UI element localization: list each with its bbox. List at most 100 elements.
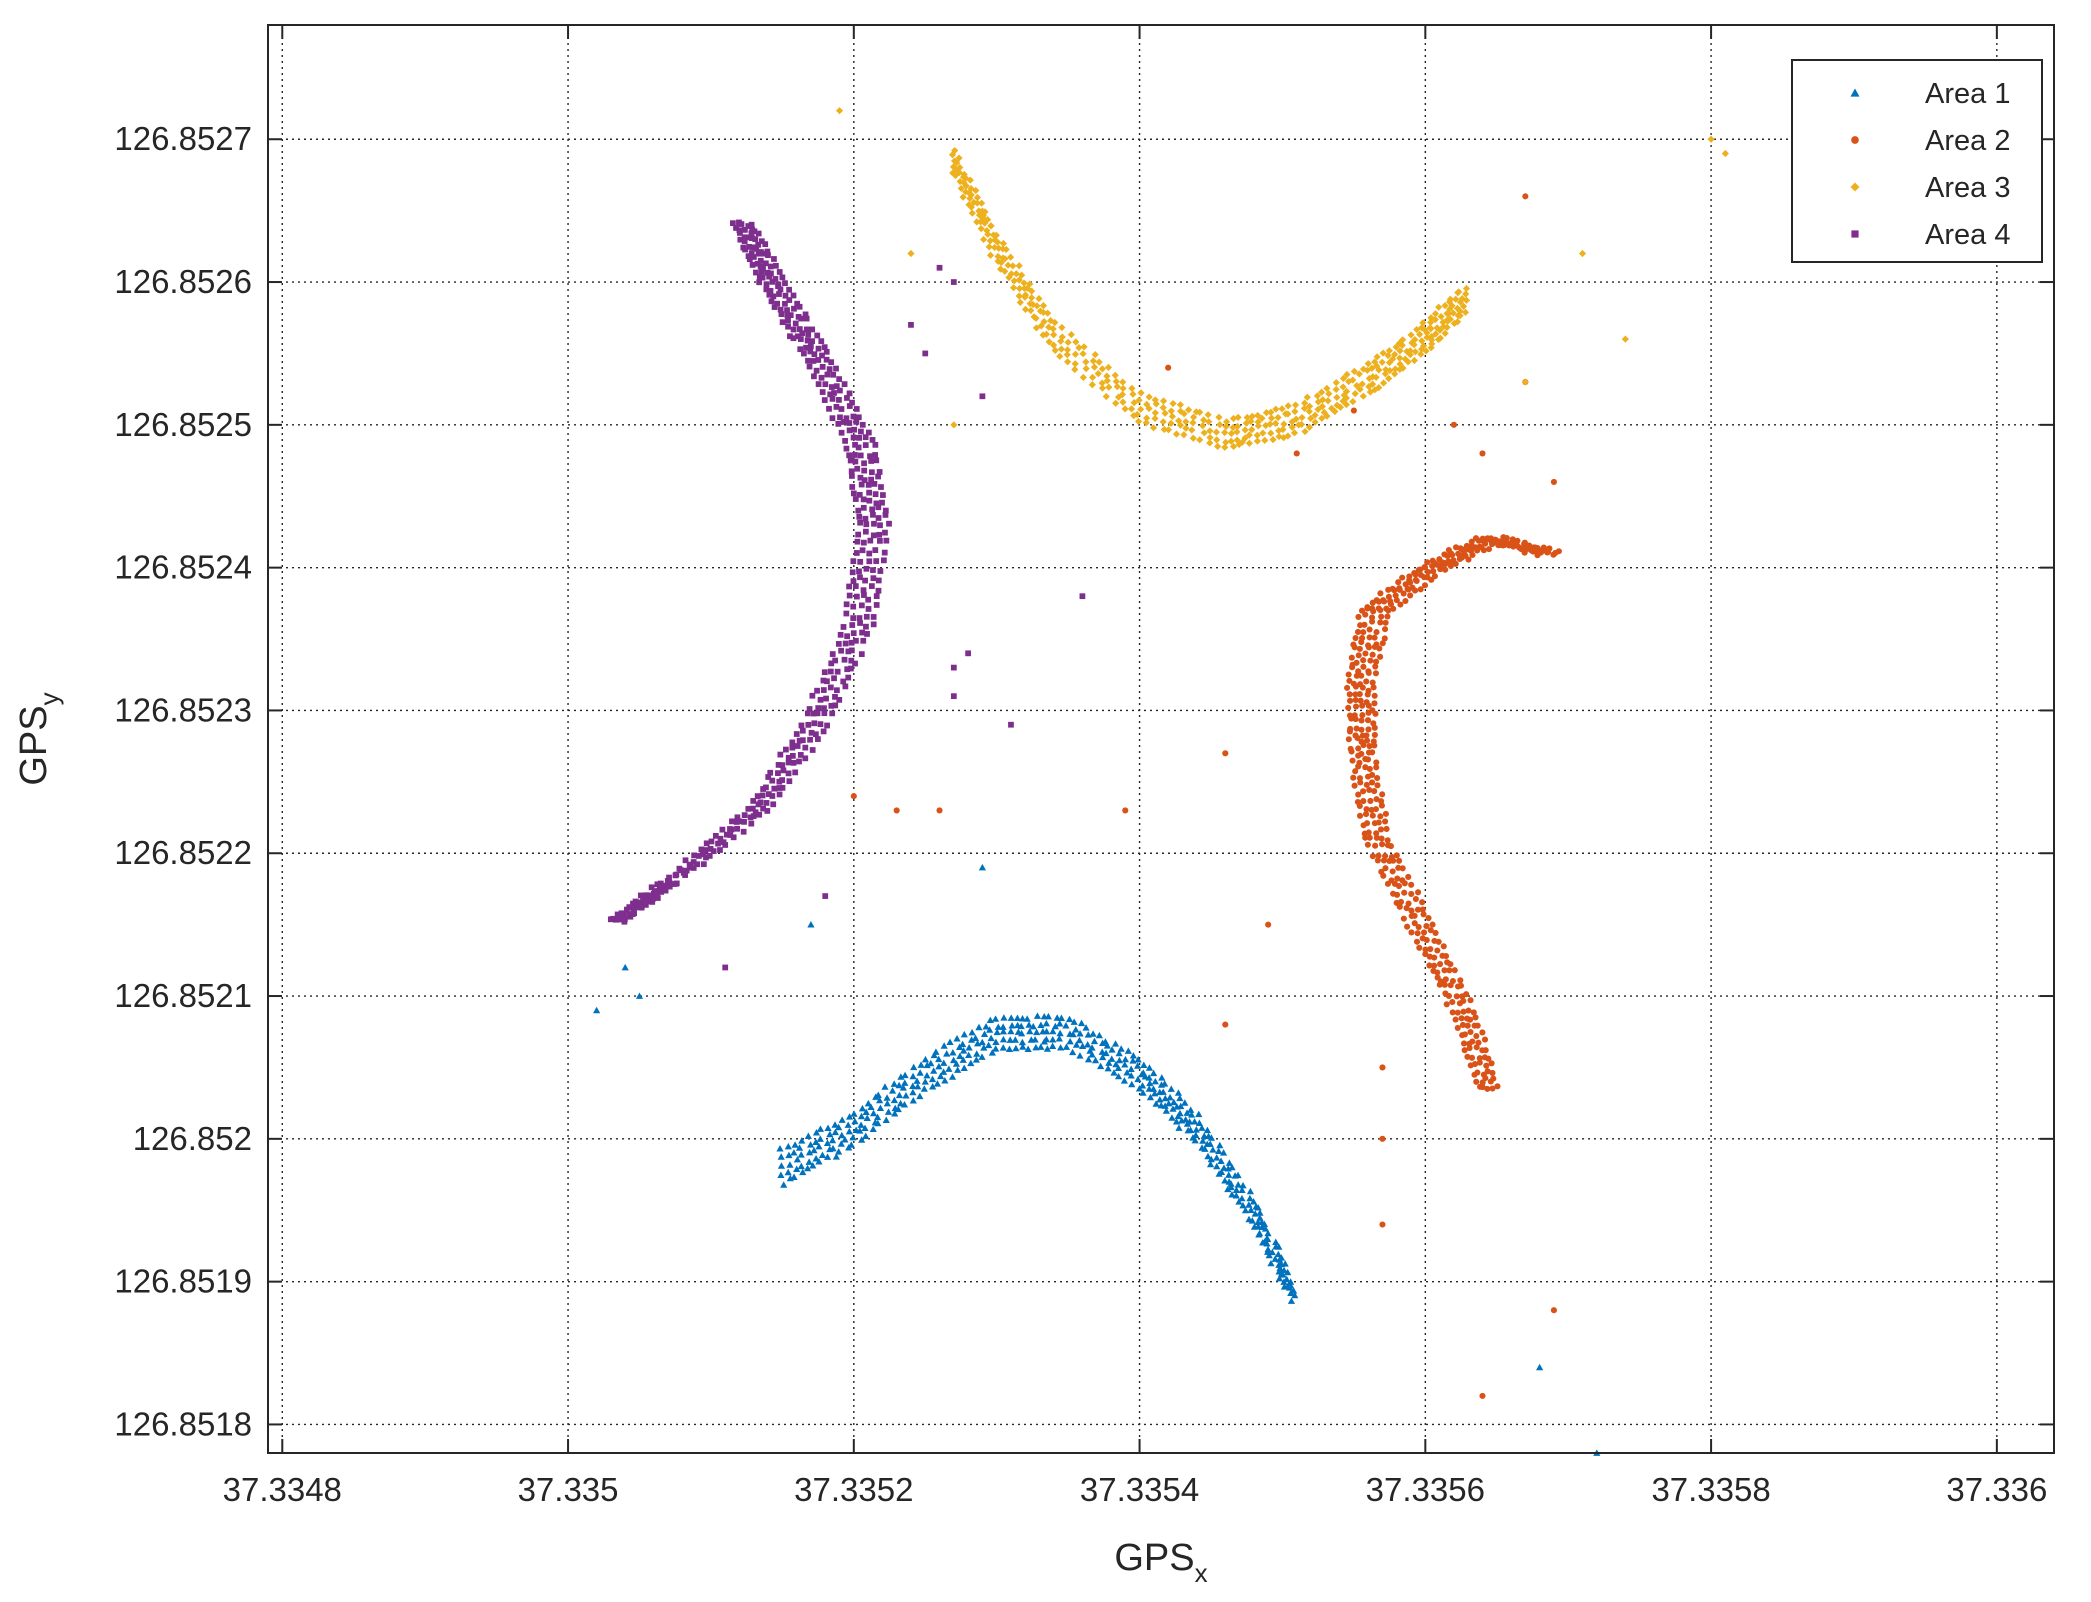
data-point <box>1369 373 1377 381</box>
data-point <box>1389 868 1396 875</box>
data-point <box>737 230 743 236</box>
data-point <box>1042 1035 1050 1043</box>
data-point <box>1290 1287 1298 1294</box>
data-point <box>710 848 717 854</box>
data-point <box>856 615 863 621</box>
data-point <box>1385 358 1394 367</box>
data-point <box>1404 358 1412 366</box>
data-point <box>882 529 888 536</box>
data-point <box>1471 1061 1478 1068</box>
data-point <box>1039 302 1048 310</box>
data-point <box>1222 422 1230 431</box>
data-point <box>823 1139 832 1146</box>
data-point <box>1350 367 1358 375</box>
data-point <box>1444 317 1452 325</box>
data-point <box>799 330 806 337</box>
data-point <box>1123 1068 1131 1076</box>
data-point <box>824 678 830 685</box>
data-point <box>842 438 848 444</box>
plot-frame <box>267 24 2055 1454</box>
data-point <box>1484 1068 1491 1075</box>
data-point <box>965 1043 973 1051</box>
data-point <box>1323 412 1331 420</box>
data-point <box>838 1116 846 1123</box>
data-point <box>849 484 856 490</box>
data-point <box>794 743 801 749</box>
data-point <box>1432 929 1439 937</box>
data-point <box>1399 574 1406 581</box>
data-point <box>844 666 851 673</box>
data-point <box>857 558 864 565</box>
data-point <box>787 333 793 340</box>
data-point <box>796 758 802 765</box>
data-point <box>1239 1201 1247 1209</box>
data-point <box>1366 834 1373 841</box>
data-point <box>935 1055 943 1063</box>
data-point <box>784 307 790 313</box>
data-point <box>853 637 859 644</box>
data-point <box>1238 1186 1246 1194</box>
data-point <box>1228 1191 1236 1198</box>
data-point <box>1359 365 1368 373</box>
data-point <box>1378 613 1385 620</box>
data-point <box>868 476 875 483</box>
data-point <box>1378 835 1385 842</box>
data-point <box>631 910 637 917</box>
data-point <box>857 1121 865 1128</box>
data-point <box>1414 930 1421 937</box>
data-point <box>1351 390 1359 398</box>
data-point <box>1232 1186 1241 1194</box>
x-tick-label: 37.335 <box>518 1471 619 1508</box>
data-point <box>971 1034 980 1042</box>
data-point <box>1180 431 1188 439</box>
data-point <box>1352 716 1359 723</box>
data-point <box>1431 316 1439 324</box>
outlier-point <box>965 650 971 657</box>
data-point <box>630 900 636 907</box>
data-point <box>715 840 721 847</box>
data-point <box>766 291 773 298</box>
data-point <box>1385 374 1393 383</box>
data-point <box>848 665 854 672</box>
data-point <box>1291 407 1299 416</box>
data-point <box>959 1056 967 1063</box>
data-point <box>1371 634 1378 641</box>
data-point <box>815 381 822 387</box>
data-point <box>748 221 755 228</box>
data-point <box>1176 401 1185 409</box>
data-point <box>1166 1093 1174 1101</box>
data-point <box>1051 346 1059 354</box>
data-point <box>1245 439 1253 447</box>
data-point <box>978 1053 986 1060</box>
data-point <box>1367 657 1374 664</box>
data-point <box>928 1075 937 1083</box>
data-point <box>777 286 784 293</box>
data-point <box>960 170 968 179</box>
data-point <box>1139 1069 1147 1076</box>
data-point <box>1091 350 1099 359</box>
data-point <box>856 568 862 575</box>
outlier-point <box>635 992 644 999</box>
data-point <box>857 452 864 459</box>
data-point <box>1215 413 1223 421</box>
data-point <box>811 351 818 358</box>
data-point <box>1364 756 1372 763</box>
data-point <box>1451 967 1458 974</box>
data-point <box>1031 1036 1039 1043</box>
data-point <box>673 880 680 887</box>
data-point <box>1352 683 1360 690</box>
data-point <box>956 163 964 172</box>
data-point <box>1246 1187 1254 1195</box>
data-point <box>868 583 875 589</box>
data-point <box>1145 1074 1153 1081</box>
data-point <box>873 457 880 464</box>
data-point <box>1267 1259 1275 1267</box>
data-point <box>867 1103 875 1111</box>
data-point <box>973 218 981 226</box>
data-point <box>865 606 872 612</box>
data-point <box>1104 1064 1112 1072</box>
data-point <box>873 602 880 608</box>
data-point <box>869 1109 878 1117</box>
data-point <box>849 473 855 479</box>
data-point <box>973 193 982 202</box>
